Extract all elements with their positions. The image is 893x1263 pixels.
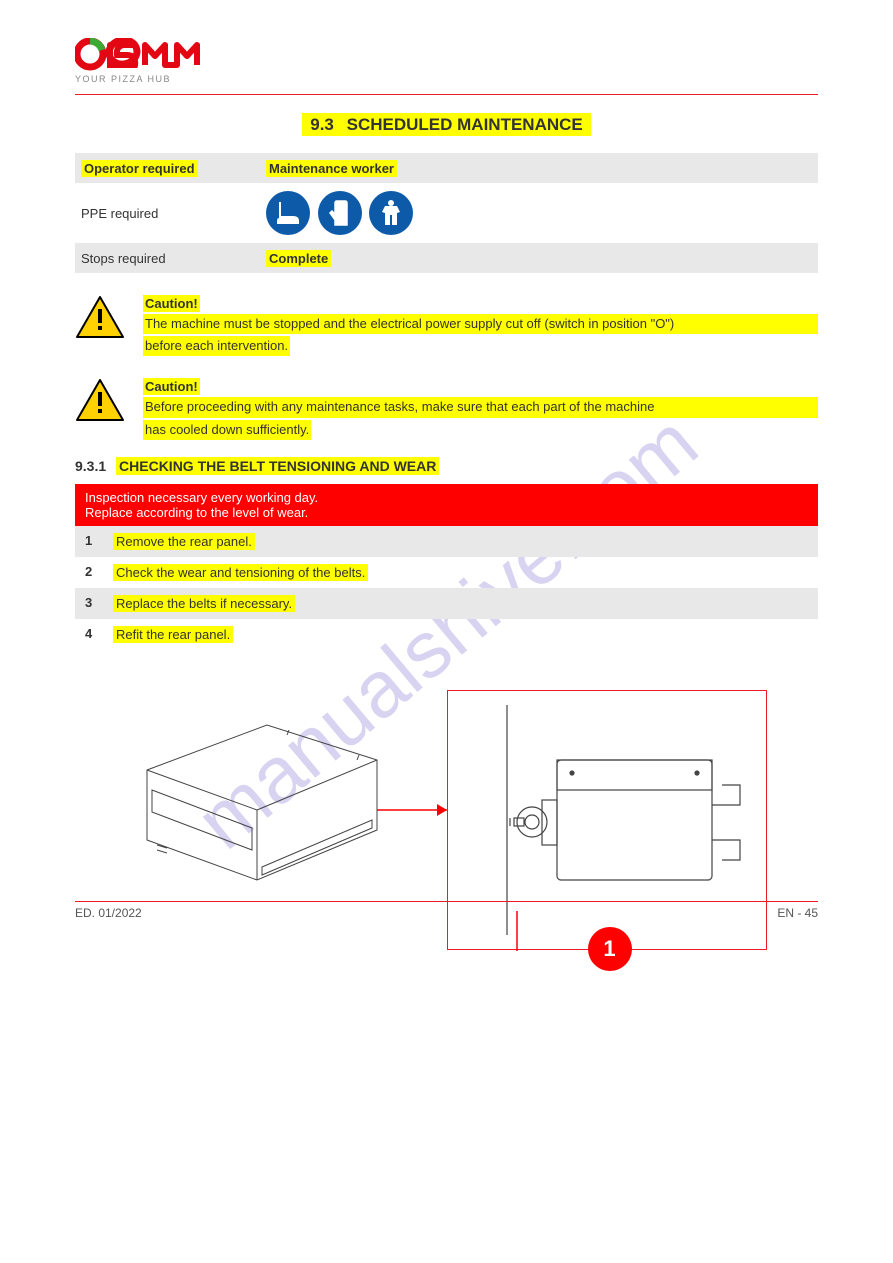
operator-label: Operator required [81, 160, 198, 177]
glove-icon [318, 191, 362, 235]
step-num: 2 [85, 564, 113, 581]
subsection-heading: 9.3.1 CHECKING THE BELT TENSIONING AND W… [75, 458, 818, 474]
boot-icon [266, 191, 310, 235]
caution1-head: Caution! [143, 295, 200, 312]
section-number: 9.3 [306, 113, 338, 136]
red-banner-line2: Replace according to the level of wear. [85, 505, 808, 520]
operator-value: Maintenance worker [266, 160, 397, 177]
footer: ED. 01/2022 EN - 45 [75, 906, 818, 920]
ppe-table: Operator required Maintenance worker PPE… [75, 153, 818, 273]
ppe-row-ppe: PPE required [75, 183, 818, 243]
callout-num: 1 [603, 936, 615, 962]
caution-block-1: Caution! The machine must be stopped and… [75, 295, 818, 356]
logo-tagline: YOUR PIZZA HUB [75, 74, 171, 84]
section-text: SCHEDULED MAINTENANCE [343, 113, 587, 136]
ppe-label: PPE required [81, 206, 266, 221]
subsection-num: 9.3.1 [75, 458, 106, 474]
step-text: Check the wear and tensioning of the bel… [113, 564, 368, 581]
stops-value: Complete [266, 250, 331, 267]
caution1-line2: before each intervention. [143, 336, 290, 356]
footer-right: EN - 45 [777, 906, 818, 920]
header-divider [75, 94, 818, 95]
oem-logo-icon: YOUR PIZZA HUB [75, 38, 205, 86]
overall-icon [369, 191, 413, 235]
caution2-line1: Before proceeding with any maintenance t… [143, 397, 818, 417]
ppe-row-stops: Stops required Complete [75, 243, 818, 273]
warning-triangle-icon [75, 295, 125, 339]
header-logo: YOUR PIZZA HUB [0, 0, 893, 94]
footer-divider [75, 901, 818, 902]
callout-circle: 1 [588, 927, 632, 971]
subsection-text: CHECKING THE BELT TENSIONING AND WEAR [116, 457, 439, 475]
step-row: 3 Replace the belts if necessary. [75, 588, 818, 619]
caution2-line2: has cooled down sufficiently. [143, 420, 311, 440]
steps-table: 1 Remove the rear panel. 2 Check the wea… [75, 526, 818, 650]
step-row: 1 Remove the rear panel. [75, 526, 818, 557]
caution-block-2: Caution! Before proceeding with any main… [75, 378, 818, 439]
step-num: 3 [85, 595, 113, 612]
step-row: 2 Check the wear and tensioning of the b… [75, 557, 818, 588]
step-num: 1 [85, 533, 113, 550]
red-banner-line1: Inspection necessary every working day. [85, 490, 808, 505]
stops-label: Stops required [81, 251, 266, 266]
warning-triangle-icon [75, 378, 125, 422]
caution1-line1: The machine must be stopped and the elec… [143, 314, 818, 334]
step-text: Refit the rear panel. [113, 626, 233, 643]
step-text: Replace the belts if necessary. [113, 595, 295, 612]
step-text: Remove the rear panel. [113, 533, 255, 550]
ppe-row-operator: Operator required Maintenance worker [75, 153, 818, 183]
step-num: 4 [85, 626, 113, 643]
section-title: 9.3 SCHEDULED MAINTENANCE [0, 115, 893, 135]
red-banner: Inspection necessary every working day. … [75, 484, 818, 526]
footer-left: ED. 01/2022 [75, 906, 142, 920]
arrow-icon [377, 800, 457, 820]
step-row: 4 Refit the rear panel. [75, 619, 818, 650]
caution2-head: Caution! [143, 378, 200, 395]
oven-isometric-icon [127, 720, 407, 920]
